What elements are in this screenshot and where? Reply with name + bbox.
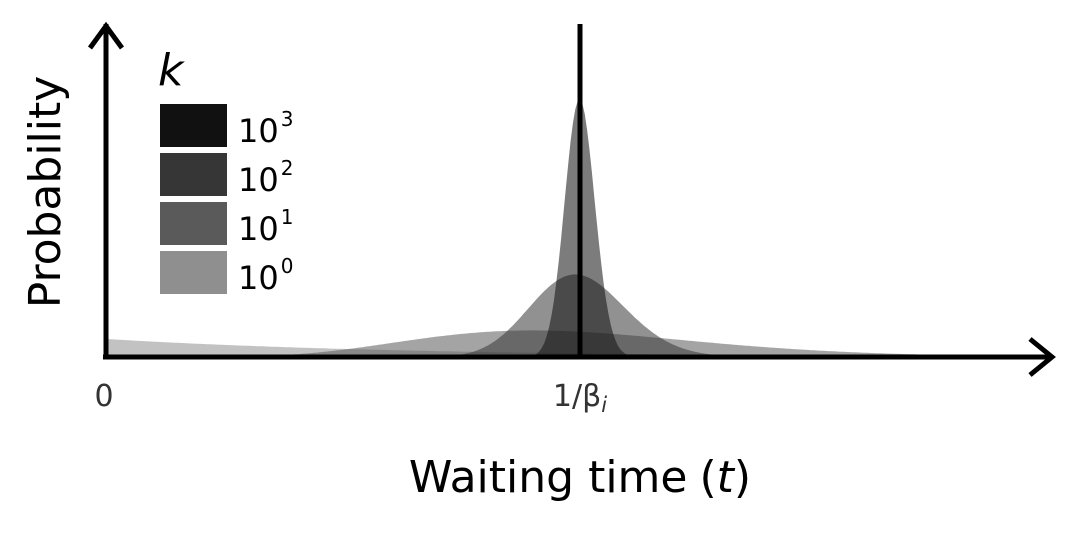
x-axis-arrowhead [1028, 337, 1056, 377]
legend-label: 10 3 [238, 107, 293, 150]
legend-label: 10 1 [238, 205, 293, 248]
legend-swatch [160, 251, 227, 294]
y-axis [87, 21, 125, 359]
x-tick-label-0: 0 [94, 379, 113, 414]
x-axis [103, 337, 1056, 377]
legend-swatch [160, 202, 227, 245]
legend-item-10-2: 10 2 [160, 153, 293, 199]
y-axis-title: Probability [20, 76, 71, 309]
legend-swatch [160, 104, 227, 147]
legend-item-10-1: 10 1 [160, 202, 293, 248]
legend-item-10-0: 10 0 [160, 251, 293, 297]
y-axis-arrowhead [87, 21, 125, 50]
x-tick-label-1: 1/βi [553, 379, 607, 417]
legend-label: 10 2 [238, 156, 293, 199]
x-axis-title: Waiting time (t) [409, 452, 751, 503]
legend-swatch [160, 153, 227, 196]
legend-item-10-3: 10 3 [160, 104, 293, 150]
legend-label: 10 0 [238, 254, 293, 297]
legend-title: k [158, 45, 185, 96]
